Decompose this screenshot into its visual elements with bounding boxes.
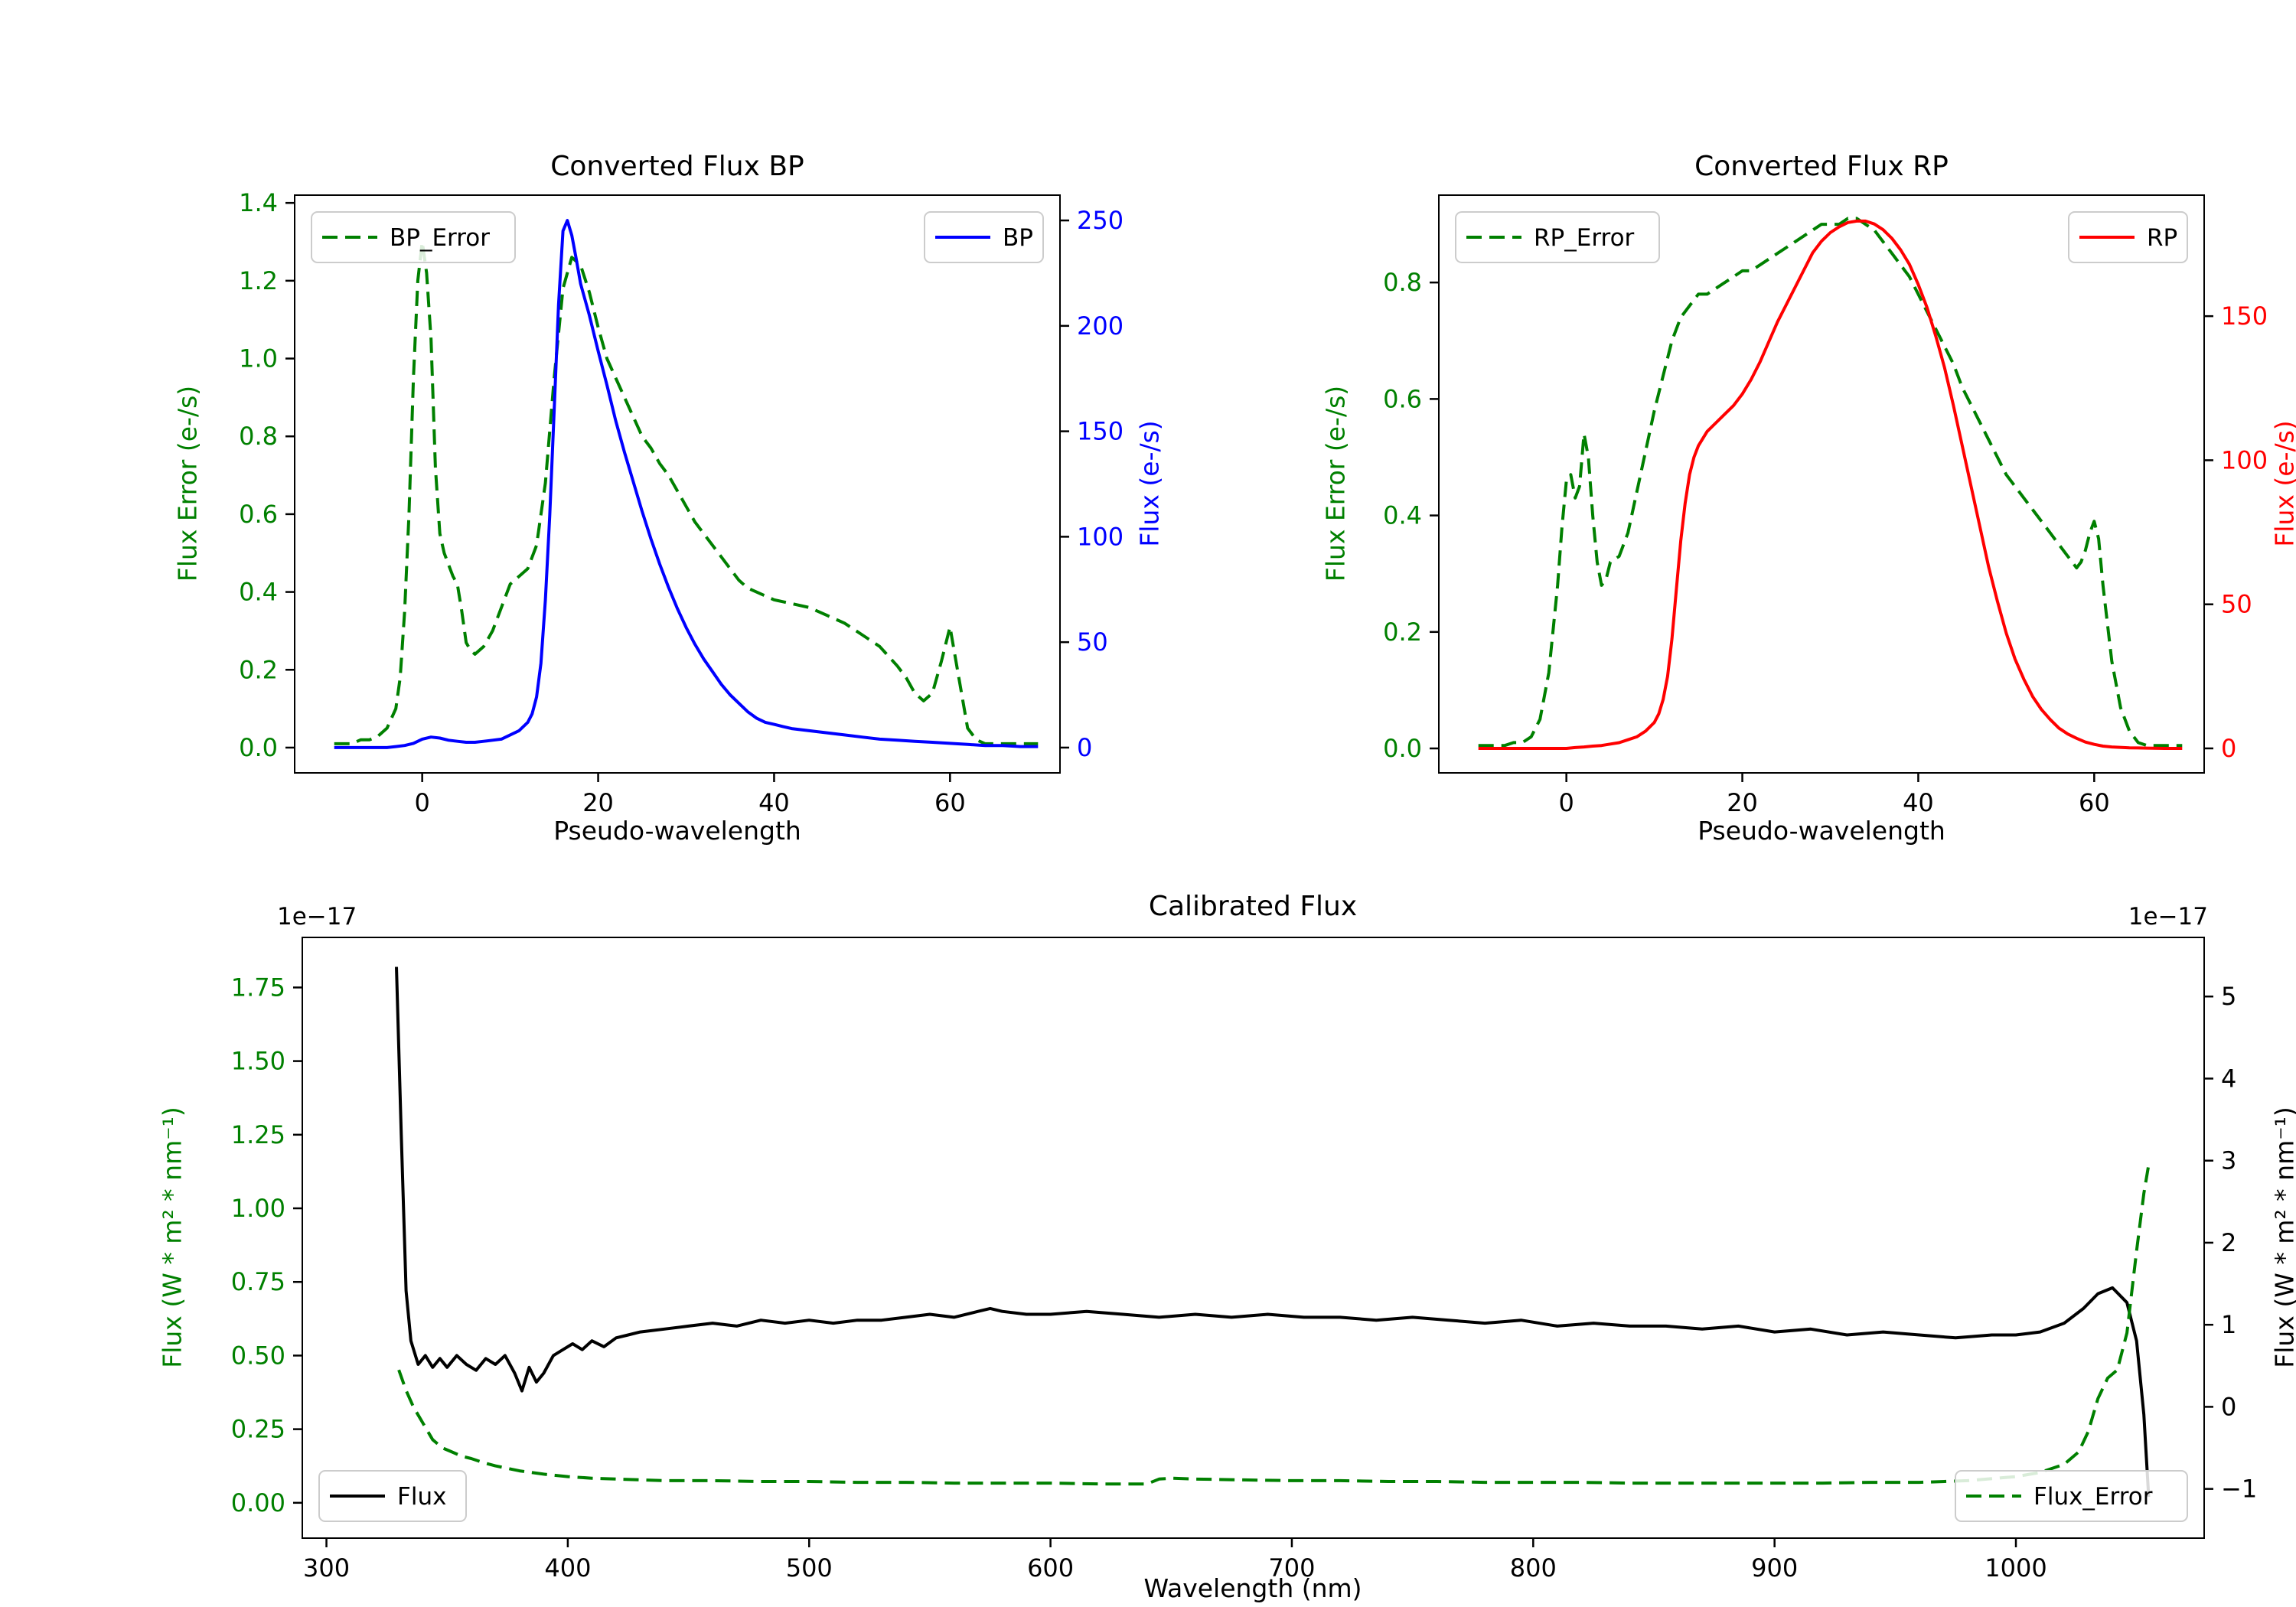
cal-y-left-tick-label: 0.25 <box>231 1415 285 1444</box>
legend-box <box>1455 211 1660 263</box>
cal-x-tick-label: 500 <box>786 1553 833 1583</box>
flux-series-line <box>395 966 2151 1498</box>
rp-yaxis-right-label: Flux (e-/s) <box>2269 420 2296 547</box>
cal-y-left-tick-label: 0.75 <box>231 1267 285 1296</box>
bp-series-line <box>334 219 1039 749</box>
cal-y-right-tick-label: 0 <box>2221 1392 2236 1421</box>
cal-chart: 300 400 500 600 700 800 900 1000 0.00 0.25 0.50 0.7… <box>231 937 2257 1583</box>
bp-y-right-tick-label: 0 <box>1077 733 1092 762</box>
cal-x-tick-label: 400 <box>544 1553 591 1583</box>
bp-y-left-tick-label: 0.6 <box>239 500 278 529</box>
cal-y-right-tick-label: 3 <box>2221 1146 2236 1175</box>
cal-x-tick-label: 900 <box>1751 1553 1798 1583</box>
cal-y-right-tick-label: −1 <box>2221 1475 2257 1504</box>
cal-y-left-tick-label: 1.75 <box>231 973 285 1002</box>
bp-y-right-tick-label: 250 <box>1077 206 1124 235</box>
legend-bp_error: BP_Error <box>311 211 516 263</box>
rp-x-tick-label: 20 <box>1727 788 1758 817</box>
legend-bp: BP <box>924 211 1044 263</box>
rp-x-tick-label: 0 <box>1558 788 1574 817</box>
cal-right-offset-text: 1e−17 <box>2128 903 2208 931</box>
legend-flux: Flux <box>318 1470 467 1522</box>
rp-xaxis-label: Pseudo-wavelength <box>1698 816 1945 846</box>
legend-box <box>1955 1470 2188 1522</box>
cal-xaxis-label: Wavelength (nm) <box>1143 1573 1362 1603</box>
rp-x-tick-label: 40 <box>1903 788 1934 817</box>
cal-chart-title: Calibrated Flux <box>1148 891 1358 922</box>
bp-y-left-tick-label: 1.2 <box>239 266 278 295</box>
bp-x-tick-label: 40 <box>758 788 790 817</box>
cal-x-tick-label: 300 <box>303 1553 350 1583</box>
rp-y-right-tick-label: 50 <box>2221 590 2252 619</box>
cal-y-right-tick-label: 4 <box>2221 1064 2236 1093</box>
cal-x-tick-label: 800 <box>1510 1553 1557 1583</box>
legend-rp: RP <box>2068 211 2188 263</box>
bp-y-left-tick-label: 1.0 <box>239 344 278 373</box>
cal-y-right-tick-label: 5 <box>2221 982 2236 1011</box>
bp-y-left-tick-label: 0.0 <box>239 733 278 762</box>
rp-y-left-tick-label: 0.6 <box>1383 384 1422 413</box>
cal-y-left-tick-label: 1.25 <box>231 1120 285 1149</box>
bp-y-right-tick-label: 150 <box>1077 417 1124 446</box>
rp-y-left-tick-label: 0.8 <box>1383 268 1422 297</box>
legend-label: RP_Error <box>1534 224 1635 252</box>
legend-label: RP <box>2147 224 2177 252</box>
cal-y-right-tick-label: 1 <box>2221 1310 2236 1339</box>
bp-xaxis-label: Pseudo-wavelength <box>553 816 801 846</box>
bp-y-right-tick-label: 200 <box>1077 311 1124 341</box>
bp-y-left-tick-label: 0.8 <box>239 422 278 451</box>
cal-x-tick-label: 700 <box>1268 1553 1315 1583</box>
rp-y-right-tick-label: 150 <box>2221 302 2268 331</box>
cal-y-left-tick-label: 0.50 <box>231 1341 285 1370</box>
bp-x-tick-label: 60 <box>934 788 966 817</box>
cal-y-left-tick-label: 1.50 <box>231 1047 285 1076</box>
bp-x-tick-label: 0 <box>414 788 429 817</box>
bp-plot-area <box>294 194 1061 774</box>
rp-x-tick-label: 60 <box>2079 788 2110 817</box>
rp-y-left-tick-label: 0.0 <box>1383 734 1422 763</box>
rp-y-left-tick-label: 0.4 <box>1383 501 1422 530</box>
legend-label: BP_Error <box>390 224 490 252</box>
bp-yaxis-right-label: Flux (e-/s) <box>1134 420 1165 547</box>
cal-x-tick-label: 600 <box>1027 1553 1074 1583</box>
cal-left-offset-text: 1e−17 <box>277 903 357 931</box>
cal-yaxis-right-label: Flux (W * m² * nm⁻¹) <box>2269 1107 2296 1368</box>
cal-y-left-tick-label: 1.00 <box>231 1194 285 1223</box>
rp-y-right-tick-label: 0 <box>2221 734 2236 763</box>
bp-x-tick-label: 20 <box>582 788 614 817</box>
bp-y-right-tick-label: 50 <box>1077 627 1108 657</box>
bp-y-left-tick-label: 0.2 <box>239 655 278 684</box>
legend-rp_error: RP_Error <box>1455 211 1660 263</box>
cal-x-tick-label: 1000 <box>1985 1553 2047 1583</box>
bp-y-right-tick-label: 100 <box>1077 522 1124 551</box>
legend-label: BP <box>1003 224 1033 252</box>
bp-yaxis-left-label: Flux Error (e-/s) <box>172 385 203 582</box>
cal-plot-area <box>302 937 2205 1539</box>
flux_error-series-line <box>397 1164 2151 1486</box>
rp-chart-title: Converted Flux RP <box>1694 151 1949 182</box>
rp-y-right-tick-label: 100 <box>2221 445 2268 474</box>
rp-series-line <box>1478 219 2183 750</box>
bp-chart: 0 20 40 60 0.0 0.2 0.4 0.6 0.8 1.0 1.2 1.4 0 50 100 150… <box>239 188 1124 817</box>
cal-yaxis-left-label: Flux (W * m² * nm⁻¹) <box>157 1107 188 1368</box>
rp-y-left-tick-label: 0.2 <box>1383 618 1422 647</box>
cal-y-right-tick-label: 2 <box>2221 1228 2236 1257</box>
rp-chart: 0 20 40 60 0.0 0.2 0.4 0.6 0.8 0 50 100 150 RP_Error R… <box>1383 194 2268 817</box>
legend-box <box>311 211 516 263</box>
rp_error-series-line <box>1478 217 2183 748</box>
legend-label: Flux_Error <box>2033 1483 2153 1511</box>
cal-y-left-tick-label: 0.00 <box>231 1488 285 1517</box>
legend-flux_error: Flux_Error <box>1955 1470 2188 1522</box>
bp-chart-title: Converted Flux BP <box>550 151 804 182</box>
bp-y-left-tick-label: 0.4 <box>239 578 278 607</box>
rp-plot-area <box>1438 194 2205 774</box>
legend-label: Flux <box>397 1483 446 1511</box>
legend-box <box>318 1470 467 1522</box>
bp-y-left-tick-label: 1.4 <box>239 188 278 217</box>
rp-yaxis-left-label: Flux Error (e-/s) <box>1320 385 1351 582</box>
